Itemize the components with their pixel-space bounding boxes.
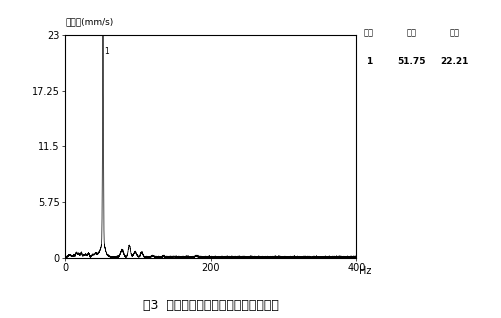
Text: 频率: 频率 xyxy=(406,29,416,38)
Text: Hz: Hz xyxy=(359,266,371,276)
Text: 幅値谱(mm/s): 幅値谱(mm/s) xyxy=(65,17,113,26)
Text: 51.75: 51.75 xyxy=(397,57,425,66)
Text: 序号: 序号 xyxy=(363,29,373,38)
Text: 1: 1 xyxy=(365,57,371,66)
Text: 图3  某水泥磨机变速箱箱体共振频谱图: 图3 某水泥磨机变速箱箱体共振频谱图 xyxy=(143,299,278,312)
Text: 1: 1 xyxy=(104,47,109,57)
Text: 22.21: 22.21 xyxy=(439,57,467,66)
Text: 幅値: 幅値 xyxy=(448,29,458,38)
